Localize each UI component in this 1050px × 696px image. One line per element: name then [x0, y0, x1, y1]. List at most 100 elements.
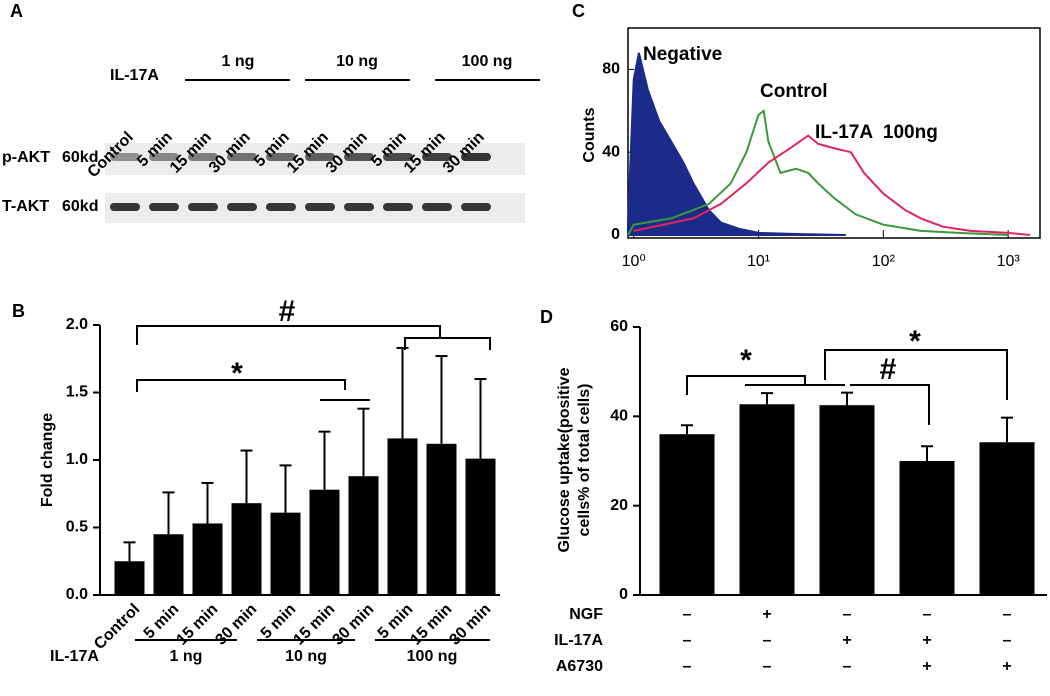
band: [422, 153, 452, 161]
band: [227, 203, 257, 211]
y-axis-label: Fold change: [39, 413, 56, 507]
bar: [387, 438, 418, 595]
x-tick-label: 15 min: [173, 601, 221, 649]
line: [633, 134, 1031, 236]
blot: 1 ng 10 ng 100 ng p-AKT 60kd T-AKT 60kd …: [2, 53, 540, 223]
series-label: IL-17A 100ng: [815, 122, 938, 143]
band: [383, 203, 413, 211]
band: [227, 153, 257, 161]
treatment-sign: –: [763, 632, 772, 649]
group-label: 100 ng: [407, 648, 458, 665]
group-label: 1 ng: [170, 648, 203, 665]
band: [461, 203, 491, 211]
dose-label: 10 ng: [336, 53, 378, 70]
significance-bracket: [136, 379, 370, 401]
treatment-sign: +: [1002, 658, 1011, 675]
band: [422, 203, 452, 211]
significance-bracket: [824, 349, 1008, 400]
x-tick-label: 30 min: [212, 601, 260, 649]
treatment-sign: +: [922, 658, 931, 675]
band: [110, 153, 140, 161]
x-tick-label: 10⁰: [622, 253, 646, 270]
y-tick-label: 0.0: [66, 586, 88, 603]
panel-label: C: [572, 1, 585, 21]
dose-label: 100 ng: [462, 53, 513, 70]
bar: [979, 442, 1035, 595]
treatment-label: IL-17A: [110, 67, 159, 84]
row-protein: T-AKT: [2, 198, 49, 215]
y-tick-label: 0.5: [66, 519, 88, 536]
panel-label: A: [10, 1, 23, 21]
y-tick-label: 80: [602, 61, 620, 78]
band: [266, 203, 296, 211]
bar: [153, 534, 184, 595]
significance-bracket: [850, 384, 930, 425]
x-tick-label: 15 min: [407, 601, 455, 649]
row-size: 60kd: [62, 149, 98, 166]
band: [266, 153, 296, 161]
panel-label: B: [12, 301, 25, 321]
line: [627, 108, 1009, 236]
treatment-sign: –: [683, 606, 692, 623]
group-label: 10 ng: [285, 648, 327, 665]
band: [188, 203, 218, 211]
band: [149, 153, 179, 161]
band: [344, 203, 374, 211]
treatment-sign: –: [1003, 632, 1012, 649]
bar: [465, 458, 496, 595]
bar: [426, 443, 457, 595]
y-tick-label: 0: [619, 586, 628, 603]
y-tick-label: 0: [611, 226, 620, 243]
treatment-sign: –: [1003, 606, 1012, 623]
bar: [819, 405, 875, 595]
annotation: *: [231, 357, 243, 390]
band: [305, 153, 335, 161]
x-tick-label: 15 min: [290, 601, 338, 649]
y-axis-label: cells% of total cells): [576, 384, 593, 537]
annotation: *: [909, 325, 921, 358]
band: [110, 203, 140, 211]
treatment-name: IL-17A: [554, 632, 603, 649]
bar: [192, 523, 223, 595]
annotation: #: [279, 295, 296, 328]
bar: [899, 461, 955, 595]
treatment-sign: +: [842, 632, 851, 649]
series-label: Negative: [643, 44, 722, 65]
significance-bracket: [686, 375, 845, 395]
y-tick-label: 1.0: [66, 451, 88, 468]
significance-bracket: [136, 325, 491, 350]
x-tick-label: 10²: [872, 253, 896, 270]
treatment-sign: –: [923, 606, 932, 623]
x-tick-label: 30 min: [446, 601, 494, 649]
y-tick-label: 60: [610, 318, 628, 335]
treatment-name: NGF: [569, 606, 603, 623]
y-tick-label: 40: [610, 408, 628, 425]
bar: [739, 404, 795, 595]
band: [305, 203, 335, 211]
y-tick-label: 1.5: [66, 384, 88, 401]
y-tick-label: 40: [602, 143, 620, 160]
y-axis-label: Glucose uptake(positive: [556, 367, 573, 552]
treatment-sign: +: [762, 606, 771, 623]
treatment-sign: –: [683, 658, 692, 675]
bar: [659, 434, 715, 595]
row-protein: p-AKT: [2, 149, 50, 166]
y-tick-label: 20: [610, 497, 628, 514]
dose-label: 1 ng: [222, 53, 255, 70]
band: [461, 153, 491, 161]
bar: [114, 561, 145, 595]
plot-frame: [627, 27, 1041, 239]
bar: [231, 503, 262, 595]
band: [344, 153, 374, 161]
treatment-sign: +: [922, 632, 931, 649]
series-label: Control: [760, 81, 828, 102]
treatment-sign: –: [843, 658, 852, 675]
band: [149, 203, 179, 211]
y-tick-label: 2.0: [66, 316, 88, 333]
treatment-sign: –: [843, 606, 852, 623]
band: [383, 153, 413, 161]
bar: [270, 512, 301, 595]
bar: [348, 476, 379, 595]
annotation: *: [740, 344, 752, 377]
